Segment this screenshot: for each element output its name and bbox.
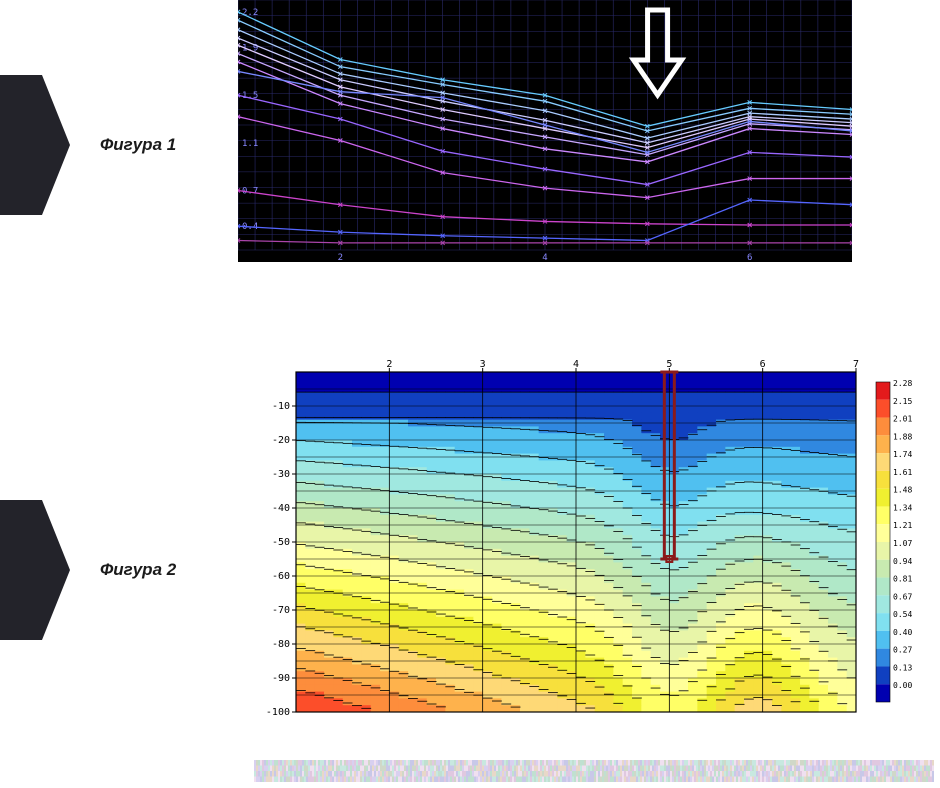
svg-text:0.54: 0.54 — [893, 610, 912, 619]
figure1-label-block: Фигура 1 — [0, 75, 176, 215]
figure1-label: Фигура 1 — [100, 135, 176, 155]
svg-text:2.28: 2.28 — [893, 379, 912, 388]
svg-text:-90: -90 — [272, 673, 290, 684]
svg-text:-20: -20 — [272, 435, 290, 446]
figure2-label-block: Фигура 2 — [0, 500, 176, 640]
svg-text:-40: -40 — [272, 503, 290, 514]
svg-text:4: 4 — [542, 253, 547, 262]
figure1-svg: 0.40.71.11.51.92.2246 — [238, 0, 852, 262]
figure2-label: Фигура 2 — [100, 560, 176, 580]
figure2-chart: 234567-10-20-30-40-50-60-70-80-90-1002.2… — [254, 354, 934, 724]
svg-text:1.21: 1.21 — [893, 521, 912, 530]
svg-text:6: 6 — [747, 253, 752, 262]
svg-text:0.81: 0.81 — [893, 575, 912, 584]
chevron-icon — [0, 75, 70, 215]
noise-svg — [254, 760, 934, 782]
svg-text:2.15: 2.15 — [893, 397, 912, 406]
svg-text:0.67: 0.67 — [893, 592, 912, 601]
svg-text:1.61: 1.61 — [893, 468, 912, 477]
svg-text:-60: -60 — [272, 571, 290, 582]
svg-text:0.27: 0.27 — [893, 646, 912, 655]
svg-text:-100: -100 — [266, 707, 290, 718]
figure2-svg: 234567-10-20-30-40-50-60-70-80-90-1002.2… — [254, 354, 934, 724]
svg-text:1.1: 1.1 — [242, 139, 258, 149]
svg-text:1.48: 1.48 — [893, 486, 912, 495]
svg-text:-80: -80 — [272, 639, 290, 650]
svg-text:1.34: 1.34 — [893, 503, 912, 512]
svg-text:1.07: 1.07 — [893, 539, 912, 548]
noise-bar — [254, 760, 934, 782]
svg-text:0.94: 0.94 — [893, 557, 912, 566]
svg-text:1.74: 1.74 — [893, 450, 912, 459]
svg-text:0.00: 0.00 — [893, 681, 912, 690]
svg-text:1.88: 1.88 — [893, 432, 912, 441]
svg-text:-10: -10 — [272, 401, 290, 412]
svg-text:-70: -70 — [272, 605, 290, 616]
svg-text:-30: -30 — [272, 469, 290, 480]
svg-text:2.2: 2.2 — [242, 8, 258, 18]
svg-text:2.01: 2.01 — [893, 415, 912, 424]
svg-text:0.13: 0.13 — [893, 663, 912, 672]
svg-text:2: 2 — [338, 253, 343, 262]
figure1-chart: 0.40.71.11.51.92.2246 — [238, 0, 852, 262]
chevron-icon — [0, 500, 70, 640]
svg-text:-50: -50 — [272, 537, 290, 548]
svg-text:0.40: 0.40 — [893, 628, 912, 637]
